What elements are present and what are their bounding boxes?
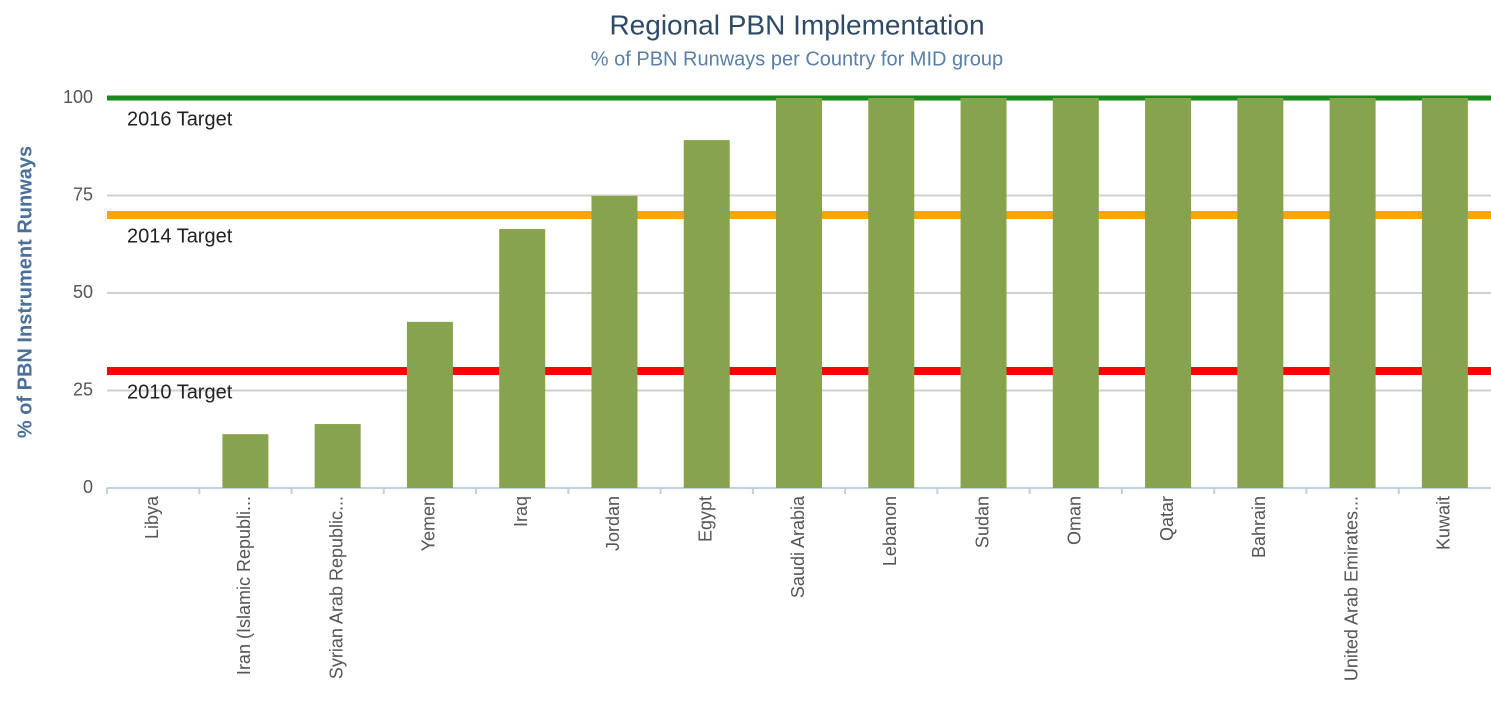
x-tick-label: Sudan	[972, 496, 992, 548]
x-tick-label: Saudi Arabia	[788, 495, 808, 598]
bar	[1329, 98, 1376, 488]
bar	[222, 434, 269, 488]
y-tick-label: 25	[73, 379, 93, 399]
y-tick-label: 50	[73, 282, 93, 302]
x-tick-label: Lebanon	[880, 496, 900, 566]
y-tick-label: 0	[83, 477, 93, 497]
y-tick-label: 75	[73, 184, 93, 204]
bar	[683, 140, 730, 488]
x-tick-label: Qatar	[1157, 496, 1177, 541]
target-label: 2010 Target	[127, 381, 233, 403]
bar	[1421, 98, 1468, 488]
bar	[960, 98, 1007, 488]
y-axis-title: % of PBN Instrument Runways	[14, 146, 36, 438]
x-tick-label: United Arab Emirates...	[1341, 496, 1361, 681]
y-tick-label: 100	[63, 87, 93, 107]
target-label: 2016 Target	[127, 108, 233, 130]
x-tick-label: Kuwait	[1434, 496, 1454, 550]
x-tick-label: Oman	[1065, 496, 1085, 545]
bar	[591, 195, 638, 488]
bar	[406, 321, 453, 488]
x-tick-label: Bahrain	[1249, 496, 1269, 558]
x-tick-label: Jordan	[603, 496, 623, 551]
x-tick-label: Syrian Arab Republic...	[326, 496, 346, 679]
chart-title: Regional PBN Implementation	[609, 9, 984, 40]
x-tick-label: Yemen	[419, 496, 439, 551]
x-tick-label: Libya	[142, 495, 162, 539]
bar	[1145, 98, 1192, 488]
bar	[314, 424, 361, 488]
bar	[868, 98, 915, 488]
chart-subtitle: % of PBN Runways per Country for MID gro…	[591, 48, 1003, 70]
target-label: 2014 Target	[127, 225, 233, 247]
x-tick-label: Iran (Islamic Republi...	[234, 496, 254, 675]
bar	[1237, 98, 1284, 488]
bar	[1052, 98, 1099, 488]
bar	[499, 229, 546, 489]
x-tick-label: Egypt	[695, 496, 715, 542]
bar	[776, 98, 822, 488]
x-tick-label: Iraq	[511, 496, 531, 527]
